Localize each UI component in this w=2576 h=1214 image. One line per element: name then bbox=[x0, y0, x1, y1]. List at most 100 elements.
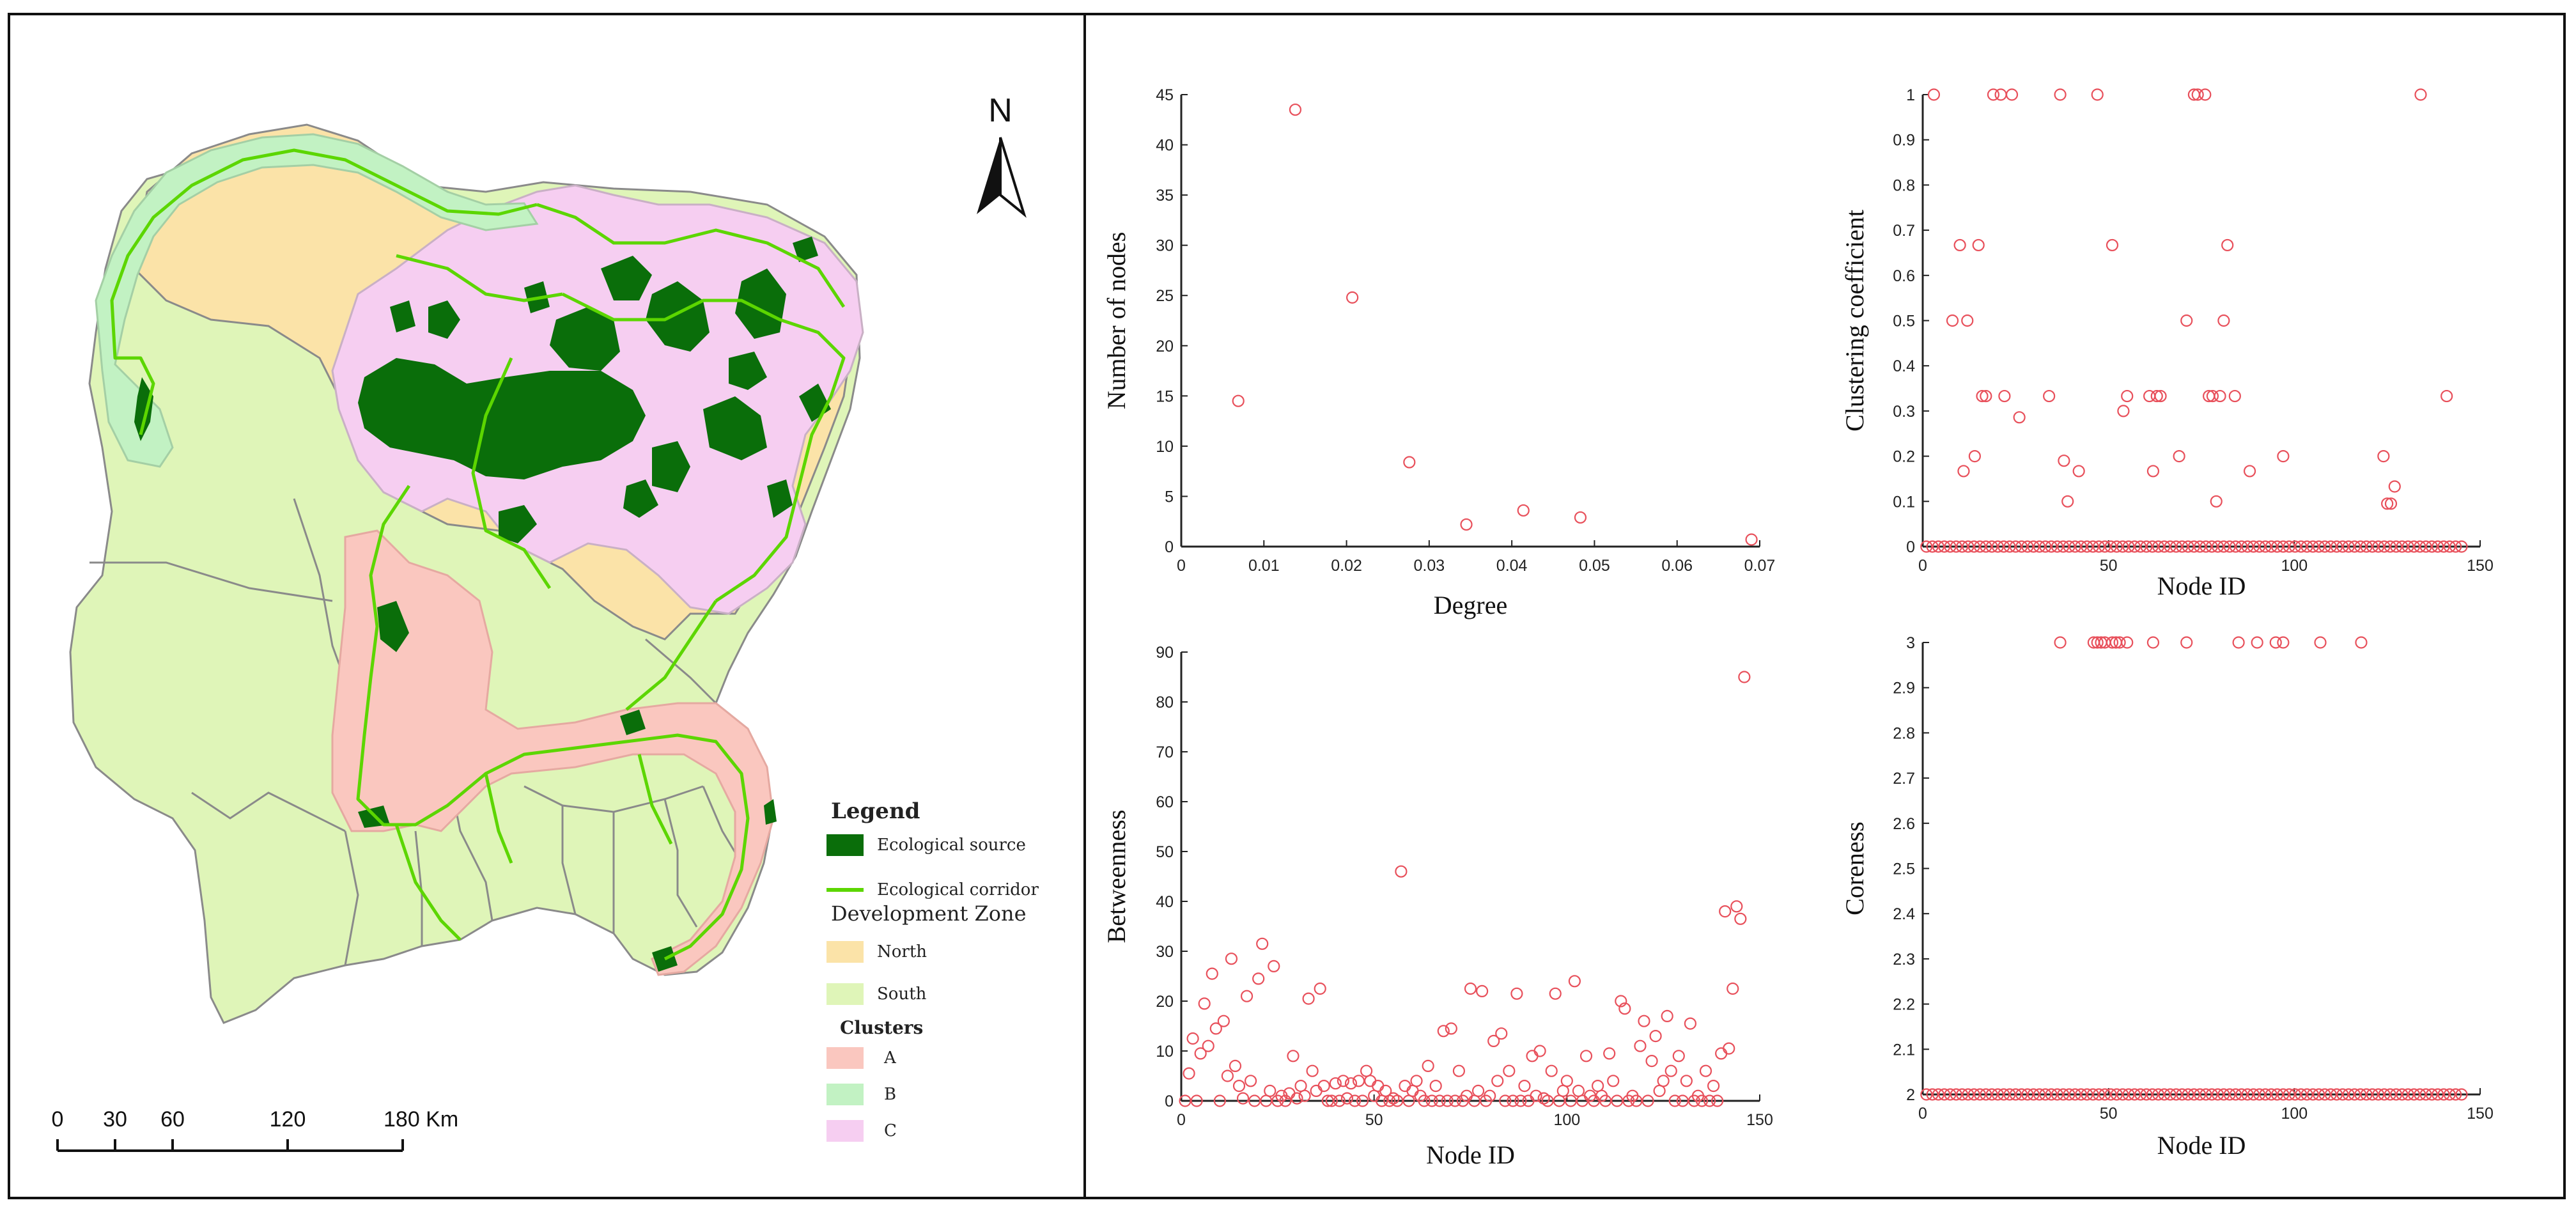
data-point bbox=[1738, 671, 1751, 683]
north-arrow: N bbox=[977, 92, 1027, 218]
data-point bbox=[1410, 1075, 1423, 1087]
ecological-sources bbox=[134, 237, 831, 972]
data-point bbox=[1956, 540, 1969, 553]
data-point bbox=[1680, 1075, 1693, 1087]
data-point bbox=[2158, 1088, 2171, 1101]
data-point bbox=[2146, 636, 2160, 649]
data-point bbox=[2015, 1088, 2028, 1101]
data-point bbox=[2106, 636, 2119, 649]
data-point bbox=[2348, 540, 2361, 553]
data-point bbox=[2277, 1088, 2290, 1101]
data-point bbox=[2182, 1088, 2194, 1101]
data-point bbox=[1630, 1094, 1643, 1107]
data-point bbox=[1661, 1009, 1673, 1023]
data-point bbox=[2200, 1088, 2212, 1101]
data-point bbox=[1356, 1094, 1369, 1107]
legend-clusters-title: Clusters bbox=[840, 1017, 923, 1038]
y-tick-label: 2.8 bbox=[1893, 724, 1915, 742]
data-point bbox=[2270, 540, 2284, 553]
data-point bbox=[1418, 1094, 1431, 1107]
x-tick-label: 0.07 bbox=[1744, 557, 1776, 575]
data-point bbox=[2384, 540, 2396, 553]
data-point bbox=[2116, 1088, 2129, 1101]
data-point bbox=[1968, 449, 1981, 463]
ecological-corridors bbox=[110, 148, 846, 961]
data-point bbox=[2146, 1088, 2159, 1101]
data-point bbox=[2091, 88, 2104, 101]
data-point bbox=[2407, 1088, 2421, 1101]
data-point bbox=[1202, 1039, 1214, 1052]
data-point bbox=[1244, 1075, 1257, 1087]
data-point bbox=[2277, 636, 2290, 649]
data-point bbox=[2449, 540, 2462, 553]
county-boundaries bbox=[89, 498, 743, 966]
data-point bbox=[1972, 238, 1985, 252]
data-point bbox=[2455, 1088, 2468, 1101]
y-axis-title: Clustering coefficient bbox=[1840, 210, 1869, 432]
x-tick-label: 0 bbox=[1918, 1105, 1927, 1123]
y-tick-label: 0 bbox=[1165, 1093, 1174, 1110]
data-point bbox=[2045, 540, 2058, 553]
y-tick-label: 2.4 bbox=[1893, 905, 1915, 923]
data-point bbox=[2169, 540, 2183, 553]
data-point bbox=[2306, 1088, 2319, 1101]
data-point bbox=[2366, 540, 2379, 553]
legend-label-a: A bbox=[883, 1048, 897, 1068]
data-point bbox=[2164, 540, 2176, 553]
data-point bbox=[1664, 1064, 1677, 1077]
data-point bbox=[1352, 1075, 1365, 1087]
data-point bbox=[2113, 636, 2126, 649]
data-point bbox=[2092, 540, 2106, 553]
data-point bbox=[2128, 1088, 2141, 1101]
data-point bbox=[2206, 389, 2219, 403]
map-legend: Legend Ecological source Ecological corr… bbox=[826, 798, 1039, 1142]
data-point bbox=[2173, 449, 2185, 463]
data-point bbox=[1306, 1064, 1319, 1077]
data-point bbox=[2243, 465, 2256, 478]
data-point bbox=[1395, 865, 1408, 878]
data-point bbox=[2348, 1088, 2361, 1101]
data-point bbox=[2378, 1088, 2391, 1101]
data-point bbox=[1634, 1039, 1647, 1052]
data-point bbox=[2265, 1088, 2277, 1101]
data-point bbox=[2314, 636, 2327, 649]
data-point bbox=[1372, 1079, 1385, 1093]
data-point bbox=[2110, 1088, 2123, 1101]
x-tick-label: 100 bbox=[1553, 1111, 1580, 1129]
scale-bar: 0 30 60 120 180 Km bbox=[52, 1107, 458, 1152]
data-point bbox=[2013, 411, 2026, 424]
data-point bbox=[2121, 389, 2134, 403]
data-point bbox=[2158, 540, 2171, 553]
y-tick-label: 2 bbox=[1906, 1086, 1915, 1104]
legend-label-corridor: Ecological corridor bbox=[877, 880, 1039, 899]
data-point bbox=[1657, 1075, 1670, 1087]
data-point bbox=[1264, 1084, 1276, 1098]
data-point bbox=[2396, 540, 2409, 553]
data-point bbox=[2128, 540, 2141, 553]
data-point bbox=[1517, 504, 1530, 517]
data-point bbox=[2043, 389, 2056, 403]
y-tick-label: 2.5 bbox=[1893, 860, 1915, 878]
data-point bbox=[1998, 540, 2010, 553]
y-tick-label: 30 bbox=[1156, 943, 1174, 961]
data-point bbox=[1603, 1047, 1616, 1060]
data-point bbox=[2057, 1088, 2070, 1101]
data-point bbox=[2152, 1088, 2165, 1101]
y-tick-label: 35 bbox=[1156, 187, 1174, 205]
data-point bbox=[2146, 465, 2160, 478]
scale-label-30: 30 bbox=[103, 1107, 127, 1132]
data-point bbox=[1364, 1075, 1377, 1087]
legend-label-north: North bbox=[877, 942, 927, 961]
data-point bbox=[2180, 314, 2193, 327]
chart-coreness: 2 2.1 2.2 2.3 2.4 2.5 2.6 2.7 2.8 2.9 3 0 50 100 150 No… bbox=[1840, 634, 2494, 1160]
data-point bbox=[2360, 540, 2373, 553]
data-point bbox=[2033, 1088, 2046, 1101]
x-axis-title: Node ID bbox=[2157, 572, 2246, 600]
data-point bbox=[1726, 982, 1739, 995]
y-tick-label: 10 bbox=[1156, 1043, 1174, 1061]
data-point bbox=[1518, 1079, 1531, 1093]
scale-label-0: 0 bbox=[52, 1107, 64, 1132]
y-tick-label: 0.5 bbox=[1893, 313, 1915, 331]
data-point bbox=[2390, 540, 2403, 553]
